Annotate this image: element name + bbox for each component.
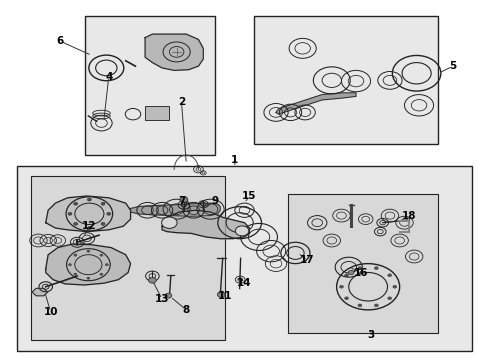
Text: 15: 15	[242, 191, 256, 201]
Polygon shape	[145, 34, 203, 71]
Text: 11: 11	[218, 291, 232, 301]
Circle shape	[344, 274, 348, 277]
Polygon shape	[130, 203, 220, 216]
Text: 4: 4	[105, 72, 112, 82]
Text: 7: 7	[178, 196, 185, 206]
Circle shape	[105, 264, 108, 266]
Text: 6: 6	[57, 36, 64, 46]
Text: 17: 17	[300, 255, 314, 265]
Bar	[84, 16, 215, 155]
Circle shape	[161, 217, 177, 228]
Circle shape	[392, 285, 396, 288]
Polygon shape	[45, 196, 130, 231]
Text: 1: 1	[231, 156, 238, 166]
Text: 18: 18	[401, 211, 416, 221]
Bar	[254, 16, 438, 144]
Circle shape	[374, 267, 378, 270]
Circle shape	[100, 254, 102, 256]
Text: 3: 3	[366, 330, 373, 340]
Circle shape	[164, 293, 171, 298]
Circle shape	[87, 226, 91, 229]
Text: 8: 8	[183, 305, 189, 315]
Circle shape	[68, 212, 72, 215]
Text: 5: 5	[448, 61, 456, 71]
Text: 16: 16	[353, 267, 367, 278]
Circle shape	[106, 212, 110, 215]
Polygon shape	[45, 244, 130, 285]
Circle shape	[180, 197, 187, 202]
Circle shape	[101, 202, 105, 205]
Polygon shape	[32, 288, 47, 296]
Bar	[31, 176, 224, 340]
Text: 2: 2	[178, 97, 185, 107]
Circle shape	[74, 254, 77, 256]
Polygon shape	[162, 210, 249, 239]
Circle shape	[87, 198, 91, 201]
Circle shape	[87, 250, 90, 252]
Circle shape	[387, 297, 391, 300]
Bar	[17, 166, 471, 351]
Circle shape	[87, 277, 90, 279]
Text: 13: 13	[155, 294, 169, 304]
Circle shape	[68, 264, 71, 266]
Circle shape	[100, 273, 102, 275]
Circle shape	[357, 304, 361, 307]
Circle shape	[339, 285, 343, 288]
Polygon shape	[275, 93, 355, 114]
Circle shape	[101, 222, 105, 225]
Circle shape	[387, 274, 391, 277]
Circle shape	[217, 292, 224, 297]
Bar	[145, 106, 169, 120]
Circle shape	[74, 202, 78, 205]
Circle shape	[374, 304, 378, 307]
Circle shape	[148, 278, 156, 283]
Circle shape	[357, 267, 361, 270]
Circle shape	[74, 222, 78, 225]
Circle shape	[74, 273, 77, 275]
Circle shape	[235, 226, 248, 236]
Text: 10: 10	[43, 307, 58, 317]
Circle shape	[347, 270, 353, 275]
Text: 9: 9	[211, 196, 219, 206]
Text: 14: 14	[237, 278, 251, 288]
Text: 12: 12	[82, 221, 97, 231]
Bar	[287, 194, 438, 333]
Circle shape	[344, 297, 348, 300]
